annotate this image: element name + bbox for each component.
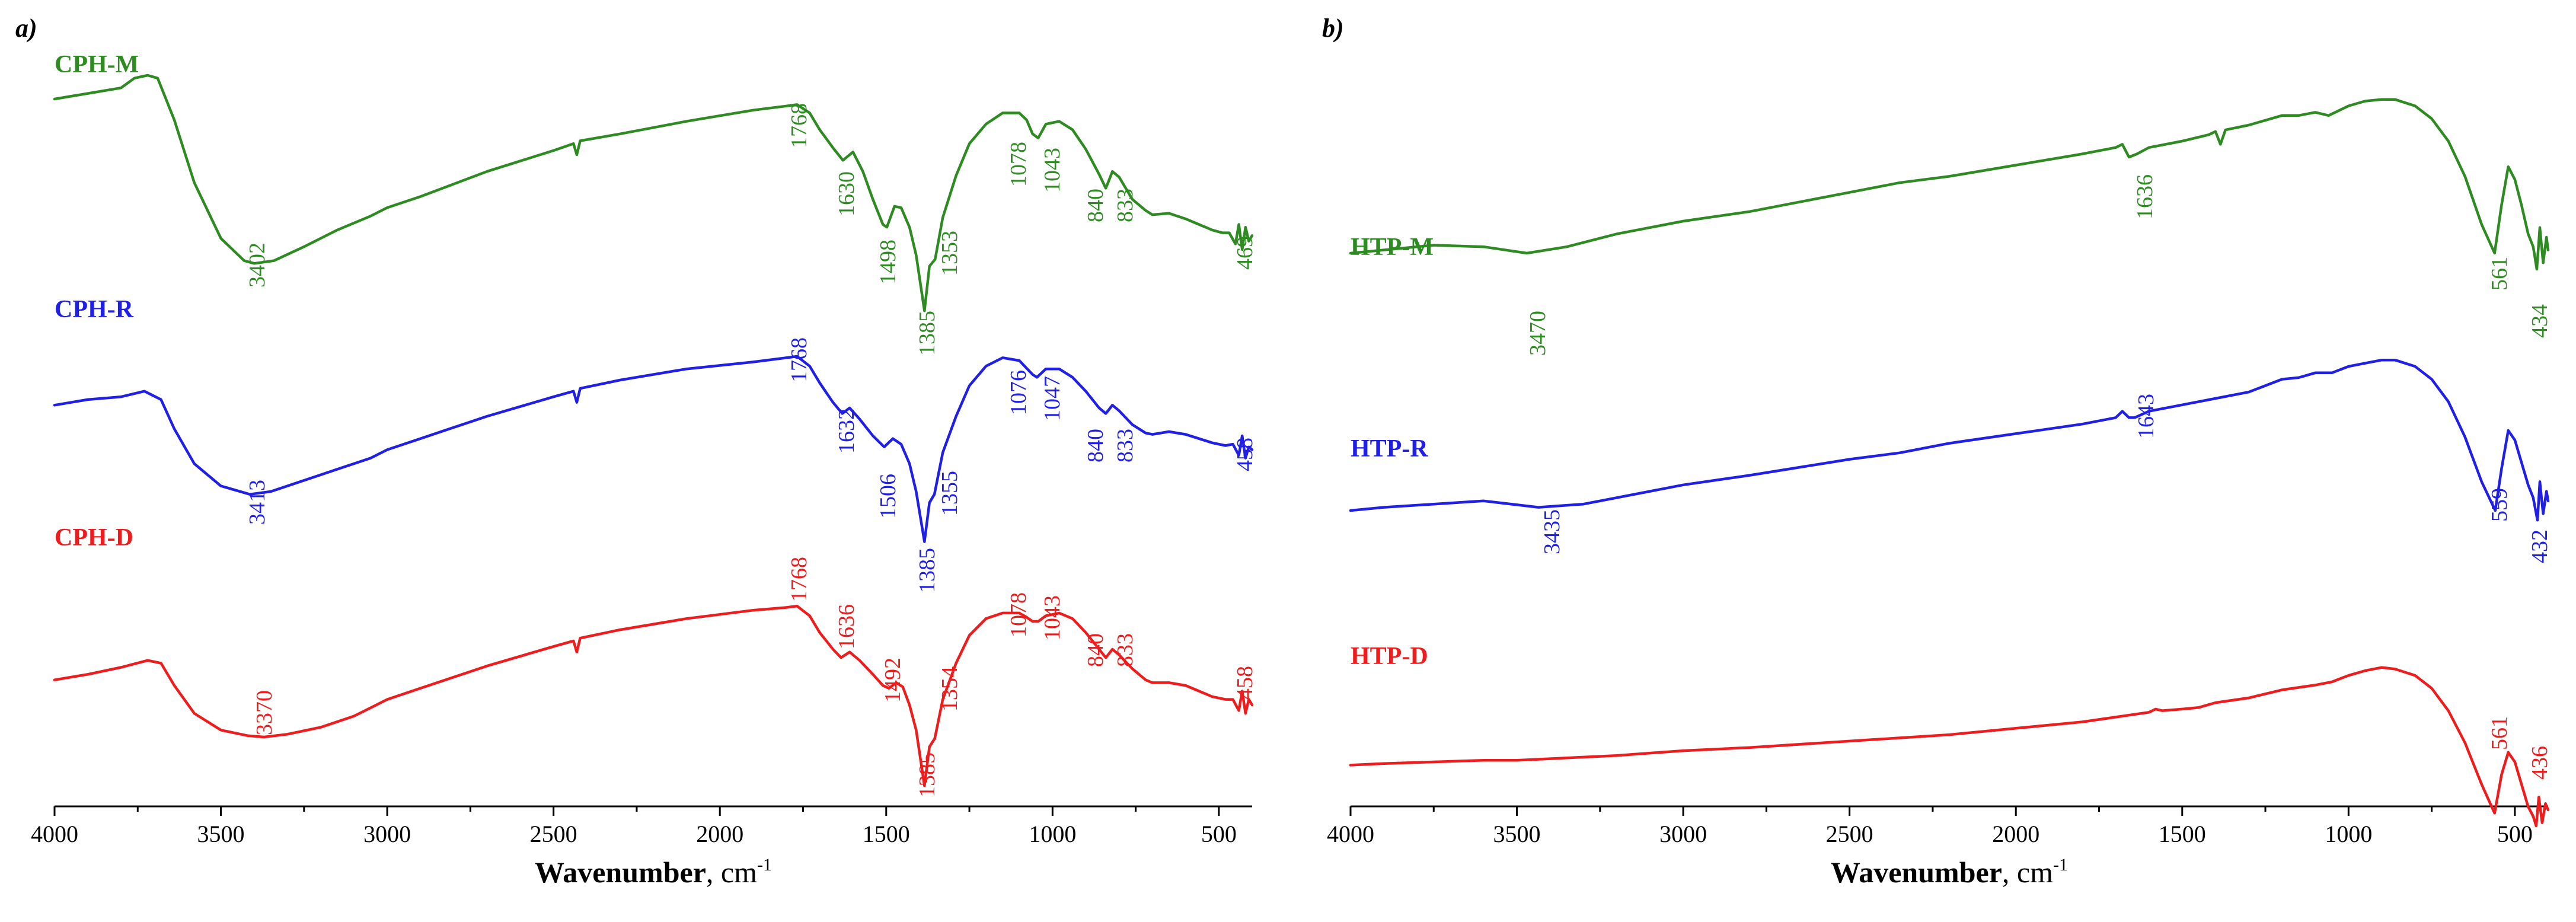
panel-a: a) 4000 3500 3000 2500 2000 1500 1000 500 Waven… bbox=[15, 14, 1257, 889]
x-tick-label: 500 bbox=[1201, 821, 1237, 847]
peak-label: 3435 bbox=[1540, 509, 1565, 554]
peak-label: 3370 bbox=[252, 690, 277, 735]
panel-b-label: b) bbox=[1322, 14, 1344, 43]
x-tick-label: 3500 bbox=[197, 821, 245, 847]
x-tick-label: 1000 bbox=[2325, 821, 2372, 847]
panel-a-spectra bbox=[53, 74, 1254, 787]
panel-b-x-axis-title: Wavenumber, cm-1 bbox=[1831, 855, 2068, 889]
peak-label: 1630 bbox=[834, 171, 859, 216]
x-tick-label: 3000 bbox=[363, 821, 411, 847]
peak-label: 1768 bbox=[787, 337, 812, 382]
panel-b-spectra bbox=[1349, 98, 2550, 828]
peak-label: 1385 bbox=[915, 311, 940, 356]
x-tick-label: 2500 bbox=[530, 821, 577, 847]
peak-label: 458 bbox=[1233, 438, 1257, 471]
peak-label: 1643 bbox=[2134, 394, 2159, 439]
peak-label: 1492 bbox=[880, 658, 905, 703]
panel-b: b) 4000 3500 3000 2500 2000 1500 1000 500 Waven… bbox=[1322, 14, 2552, 889]
panel-b-ticks bbox=[1349, 806, 2516, 816]
series-line-cph-m bbox=[53, 74, 1254, 312]
x-tick-label: 2500 bbox=[1826, 821, 1873, 847]
peak-label: 3413 bbox=[245, 480, 270, 525]
peaks-htp-d: 561 436 bbox=[2487, 716, 2552, 780]
peak-label: 840 bbox=[1083, 633, 1108, 667]
peak-label: 1076 bbox=[1006, 370, 1031, 415]
peak-label: 1498 bbox=[876, 240, 901, 285]
series-line-htp-r bbox=[1349, 358, 2550, 522]
peak-label: 1385 bbox=[915, 548, 940, 593]
peak-label: 3470 bbox=[1525, 311, 1550, 356]
peak-label: 1078 bbox=[1006, 592, 1031, 637]
x-tick-label: 1500 bbox=[863, 821, 910, 847]
series-name-cph-d: CPH-D bbox=[55, 524, 133, 551]
peak-label: 1632 bbox=[834, 409, 859, 454]
peak-label: 1078 bbox=[1006, 142, 1031, 187]
peak-label: 458 bbox=[1233, 666, 1257, 700]
x-tick-label: 2000 bbox=[696, 821, 743, 847]
series-line-cph-d bbox=[53, 604, 1254, 787]
x-tick-label: 500 bbox=[2497, 821, 2533, 847]
peak-label: 1353 bbox=[937, 231, 962, 276]
peak-label: 840 bbox=[1083, 189, 1108, 222]
peak-label: 1355 bbox=[937, 471, 962, 516]
peak-label: 559 bbox=[2487, 488, 2512, 522]
peak-label: 1506 bbox=[876, 474, 901, 519]
peak-label: 1385 bbox=[915, 752, 940, 797]
peak-label: 432 bbox=[2527, 529, 2552, 563]
panel-a-label: a) bbox=[15, 14, 37, 43]
peak-label: 1354 bbox=[937, 666, 962, 712]
x-tick-label: 2000 bbox=[1992, 821, 2039, 847]
x-tick-label: 4000 bbox=[31, 821, 78, 847]
series-name-cph-r: CPH-R bbox=[55, 296, 134, 323]
peak-label: 1047 bbox=[1040, 376, 1065, 421]
peaks-cph-d: 3370 1768 1636 1492 1385 1354 1078 1043 … bbox=[252, 557, 1257, 797]
peak-label: 3402 bbox=[245, 243, 270, 288]
series-name-htp-d: HTP-D bbox=[1351, 643, 1428, 670]
series-name-htp-m: HTP-M bbox=[1351, 234, 1434, 261]
peak-label: 840 bbox=[1083, 429, 1108, 462]
series-line-cph-r bbox=[53, 355, 1254, 543]
peak-label: 1768 bbox=[787, 557, 812, 602]
panel-a-x-axis-title: Wavenumber, cm-1 bbox=[535, 855, 772, 889]
x-tick-label: 1000 bbox=[1029, 821, 1076, 847]
peak-label: 833 bbox=[1113, 189, 1138, 222]
series-line-htp-d bbox=[1349, 666, 2550, 828]
peaks-htp-r: 3435 1643 559 432 bbox=[1540, 394, 2552, 563]
peak-label: 1636 bbox=[2133, 174, 2157, 219]
series-line-htp-m bbox=[1349, 98, 2550, 271]
panel-a-ticks bbox=[53, 806, 1220, 816]
peak-label: 833 bbox=[1113, 633, 1138, 667]
x-tick-label: 3000 bbox=[1659, 821, 1707, 847]
peak-label: 1768 bbox=[787, 103, 812, 148]
peaks-cph-m: 3402 1768 1630 1498 1385 1353 1078 1043 … bbox=[245, 103, 1257, 356]
series-name-htp-r: HTP-R bbox=[1351, 435, 1428, 462]
peak-label: 434 bbox=[2527, 304, 2552, 338]
x-tick-label: 1500 bbox=[2159, 821, 2206, 847]
x-tick-label: 4000 bbox=[1327, 821, 1374, 847]
peak-label: 469 bbox=[1233, 236, 1257, 270]
peak-label: 436 bbox=[2527, 746, 2552, 780]
peak-label: 1043 bbox=[1040, 595, 1065, 640]
panel-a-tick-labels: 4000 3500 3000 2500 2000 1500 1000 500 bbox=[31, 821, 1237, 847]
peak-label: 833 bbox=[1113, 429, 1138, 462]
peak-label: 1636 bbox=[834, 604, 859, 649]
peak-label: 1043 bbox=[1040, 148, 1065, 193]
peak-label: 561 bbox=[2487, 257, 2512, 291]
panel-b-tick-labels: 4000 3500 3000 2500 2000 1500 1000 500 bbox=[1327, 821, 2533, 847]
series-name-cph-m: CPH-M bbox=[55, 51, 139, 78]
x-tick-label: 3500 bbox=[1493, 821, 1541, 847]
peaks-htp-m: 3470 1636 561 434 bbox=[1525, 174, 2552, 356]
peaks-cph-r: 3413 1768 1632 1506 1385 1355 1076 1047 … bbox=[245, 337, 1257, 593]
peak-label: 561 bbox=[2487, 716, 2512, 750]
